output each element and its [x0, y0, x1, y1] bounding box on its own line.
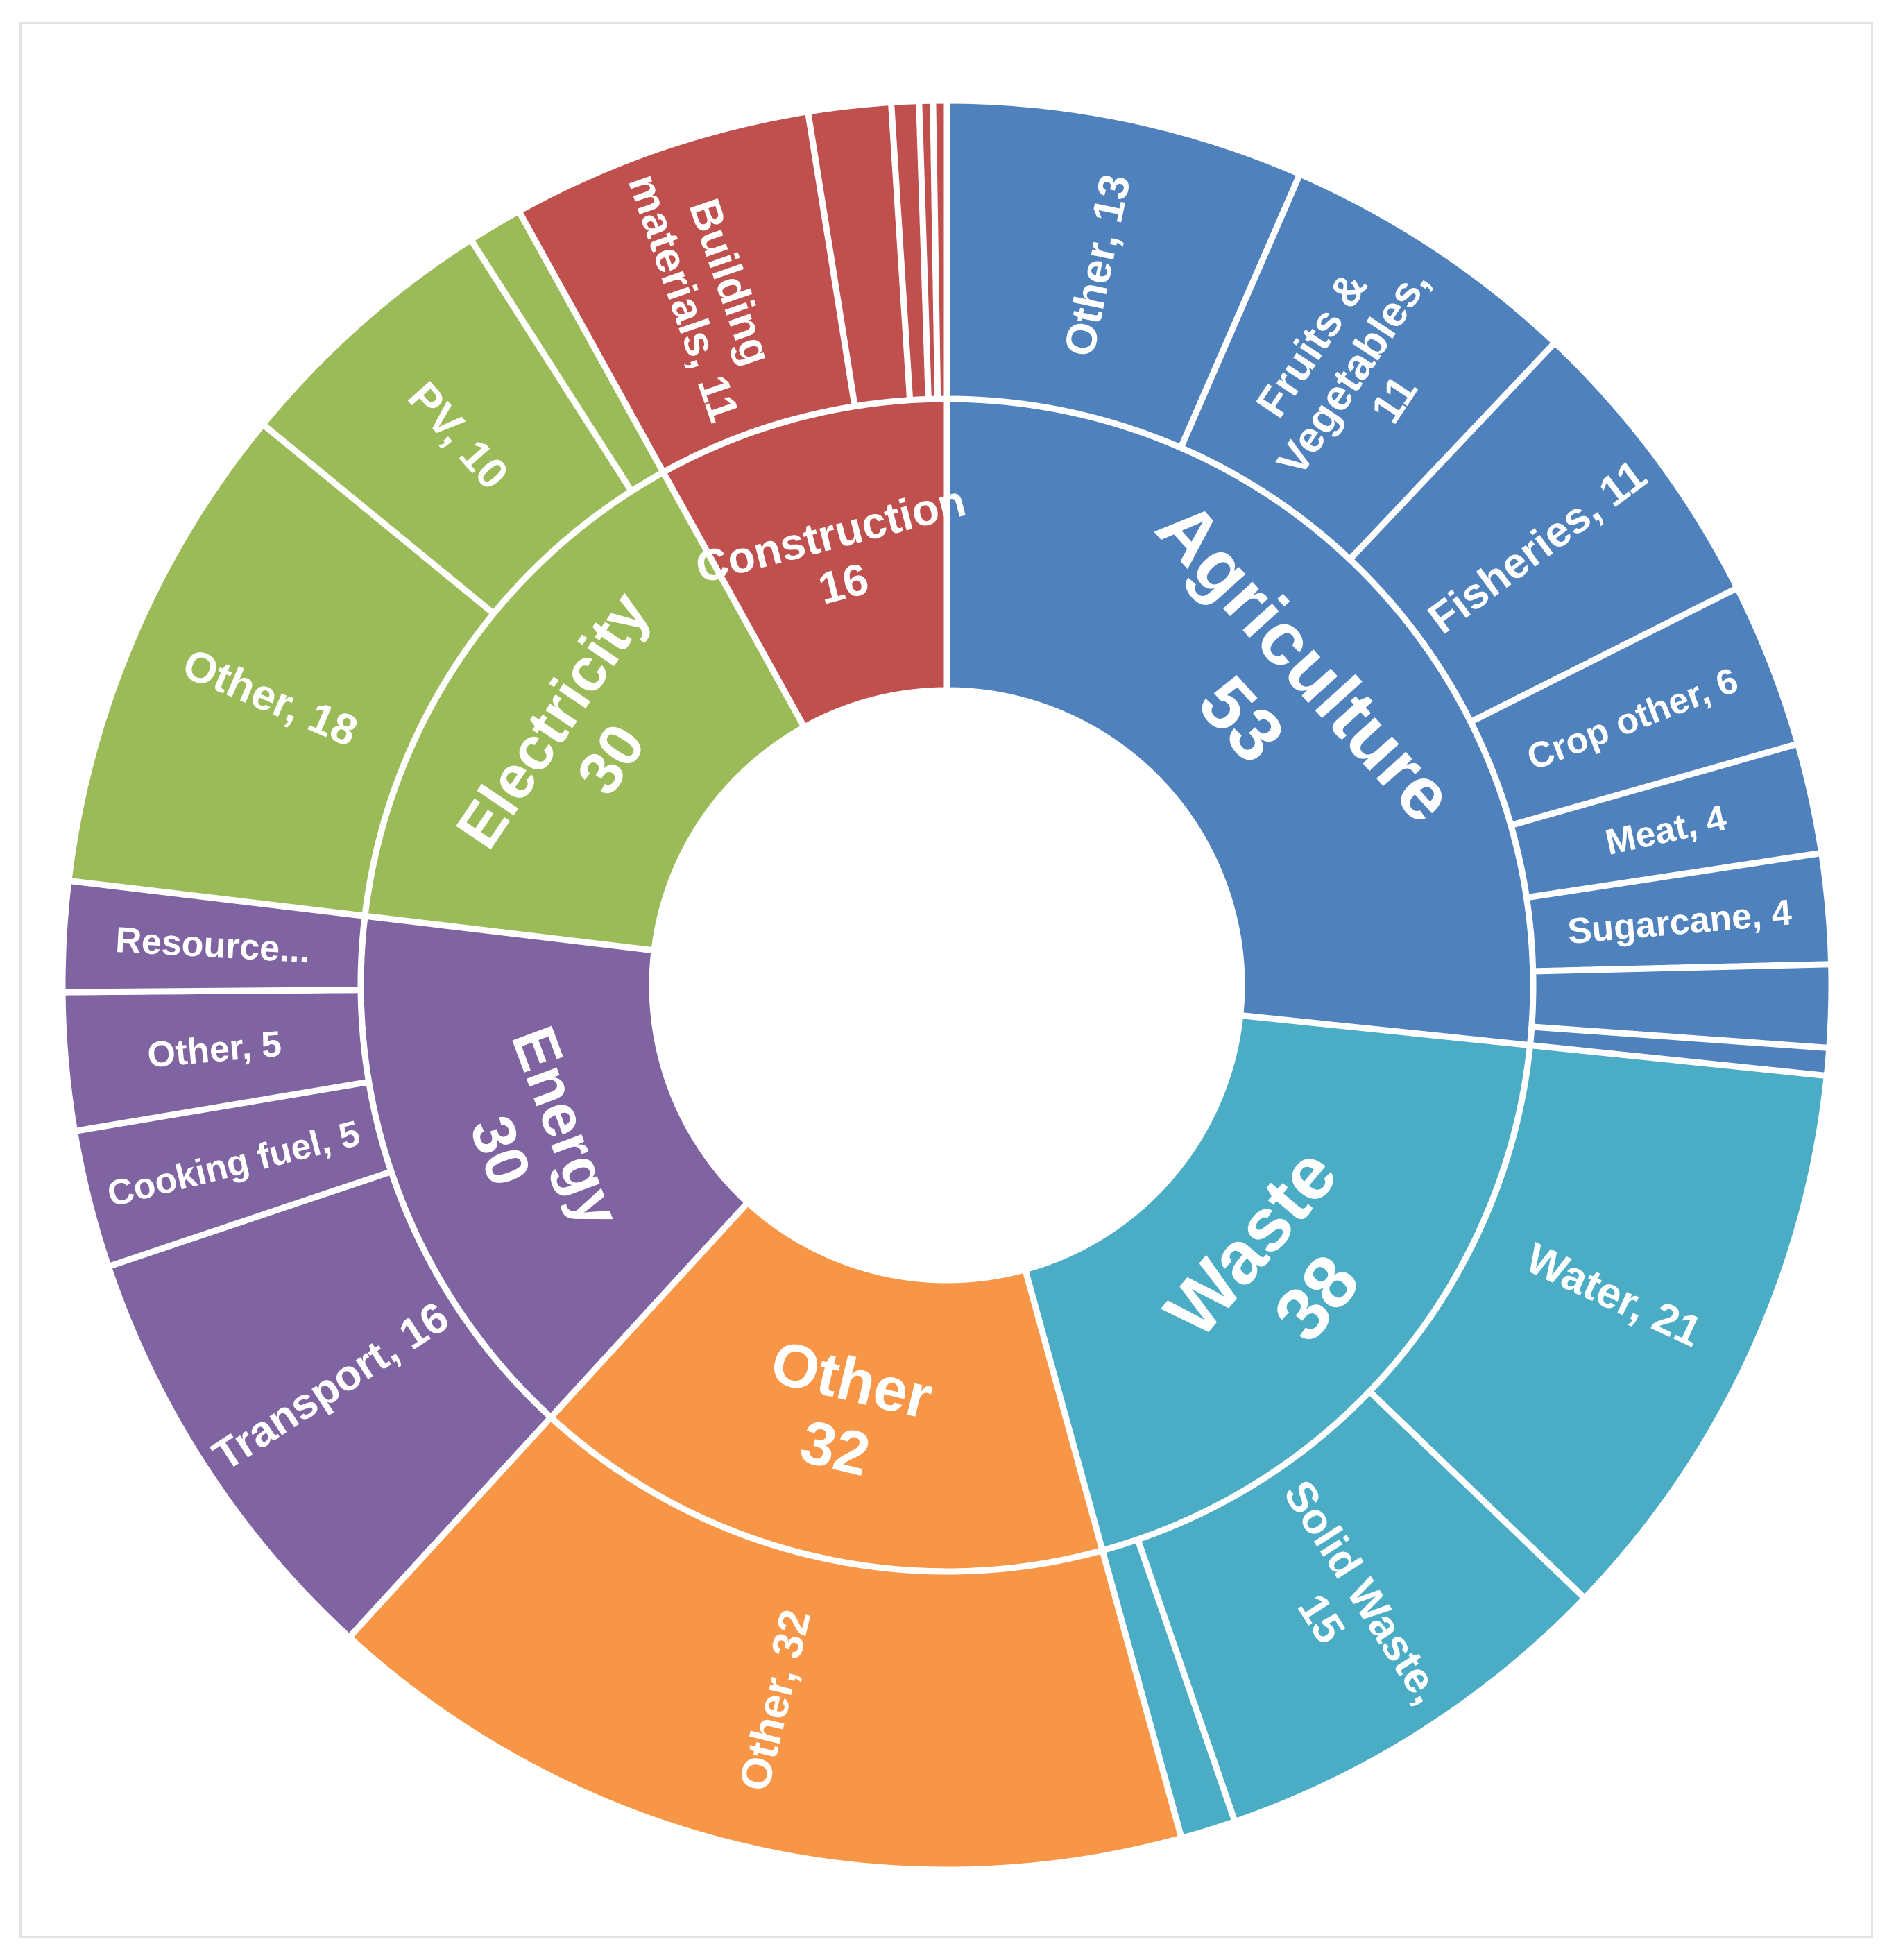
outer-ring: [59, 97, 1835, 1873]
outer-segment-construction-item-4: [930, 97, 950, 402]
outer-segment-other-other: [345, 1413, 1186, 1873]
inner-ring: [357, 395, 1537, 1575]
outer-segment-electricity-other: [65, 420, 498, 920]
outer-segment-waste-water: [1365, 1041, 1831, 1603]
